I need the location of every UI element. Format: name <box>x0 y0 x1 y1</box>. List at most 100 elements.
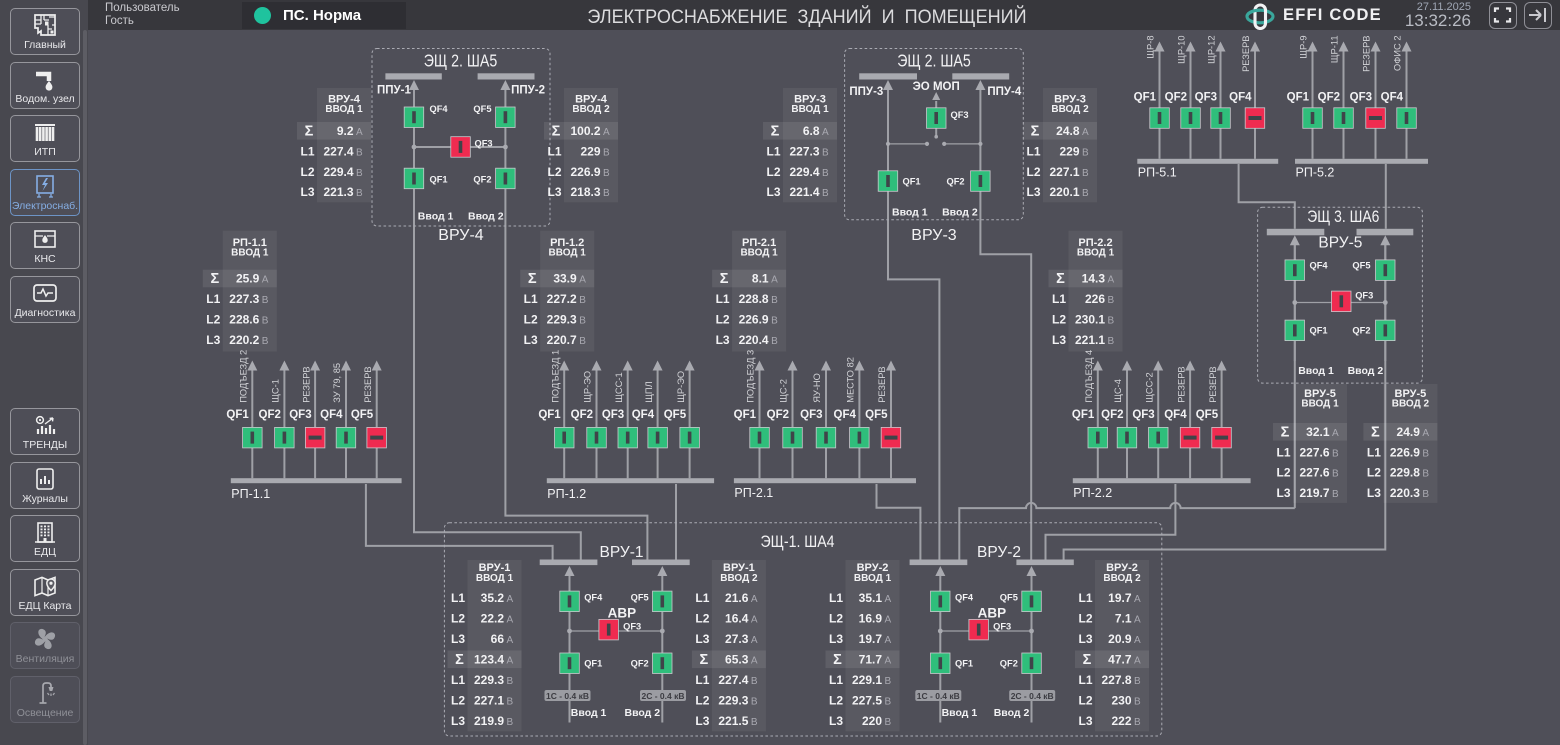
svg-text:L2: L2 <box>829 612 843 626</box>
svg-text:QF3: QF3 <box>951 110 969 120</box>
svg-text:A: A <box>885 594 892 605</box>
svg-text:L1: L1 <box>766 144 780 158</box>
svg-text:QF5: QF5 <box>351 409 374 421</box>
svg-text:QF1: QF1 <box>903 177 921 187</box>
svg-text:2С - 0.4 кВ: 2С - 0.4 кВ <box>1011 691 1054 701</box>
svg-text:QF5: QF5 <box>473 104 491 114</box>
svg-text:Σ: Σ <box>1083 652 1092 668</box>
svg-text:QF2: QF2 <box>947 177 965 187</box>
svg-text:A: A <box>885 615 892 626</box>
svg-text:229.8: 229.8 <box>1390 466 1420 480</box>
svg-text:ЩСС-1: ЩСС-1 <box>614 372 624 402</box>
svg-text:L2: L2 <box>524 313 538 327</box>
svg-text:QF4: QF4 <box>1381 91 1404 103</box>
svg-text:229: 229 <box>580 144 600 158</box>
svg-text:L1: L1 <box>716 292 730 306</box>
svg-text:ВРУ-5: ВРУ-5 <box>1304 388 1336 400</box>
svg-text:QF5: QF5 <box>664 409 687 421</box>
svg-text:A: A <box>1108 275 1115 286</box>
svg-text:QF1: QF1 <box>1134 91 1157 103</box>
svg-text:В: В <box>1108 295 1115 306</box>
svg-text:В: В <box>1422 469 1429 480</box>
svg-text:РЕЗЕРВ: РЕЗЕРВ <box>1176 366 1186 402</box>
svg-text:L2: L2 <box>547 165 561 179</box>
svg-text:ВРУ-3: ВРУ-3 <box>911 227 956 244</box>
svg-text:В: В <box>1082 168 1089 179</box>
svg-text:A: A <box>822 127 829 138</box>
svg-text:Σ: Σ <box>720 271 729 287</box>
svg-text:В: В <box>885 697 892 708</box>
svg-text:L1: L1 <box>1078 591 1092 605</box>
svg-text:16.4: 16.4 <box>725 612 749 626</box>
svg-text:В: В <box>1332 489 1339 500</box>
svg-text:РП-1.1: РП-1.1 <box>233 237 267 249</box>
svg-text:ЩР-10: ЩР-10 <box>1177 36 1187 64</box>
svg-text:ЩС-2: ЩС-2 <box>779 379 789 403</box>
svg-text:QF3: QF3 <box>623 622 641 632</box>
svg-text:QF4: QF4 <box>430 104 449 114</box>
svg-text:Σ: Σ <box>1281 425 1290 441</box>
svg-text:В: В <box>771 316 778 327</box>
svg-text:Σ: Σ <box>455 652 464 668</box>
svg-text:QF5: QF5 <box>1000 592 1018 602</box>
svg-text:ВВОД 2: ВВОД 2 <box>1103 573 1141 584</box>
svg-text:В: В <box>356 168 363 179</box>
svg-text:ЗУ 79, 85: ЗУ 79, 85 <box>332 363 342 403</box>
svg-text:В: В <box>751 676 758 687</box>
svg-text:218.3: 218.3 <box>570 185 600 199</box>
svg-text:L1: L1 <box>1367 445 1381 459</box>
svg-text:24.9: 24.9 <box>1397 425 1421 439</box>
svg-text:РЕЗЕРВ: РЕЗЕРВ <box>877 366 887 402</box>
svg-text:В: В <box>1108 316 1115 327</box>
svg-text:Ввод 1: Ввод 1 <box>418 210 454 222</box>
svg-text:ВРУ-1: ВРУ-1 <box>723 562 755 574</box>
svg-text:227.6: 227.6 <box>1299 466 1329 480</box>
svg-text:В: В <box>262 316 269 327</box>
svg-text:В: В <box>822 168 829 179</box>
svg-text:ЩР-12: ЩР-12 <box>1207 36 1217 64</box>
svg-text:ВРУ-4: ВРУ-4 <box>328 93 361 105</box>
svg-text:L1: L1 <box>695 673 709 687</box>
svg-text:L3: L3 <box>1052 333 1066 347</box>
svg-text:220: 220 <box>862 714 882 728</box>
svg-text:71.7: 71.7 <box>859 653 883 667</box>
svg-text:ЭО МОП: ЭО МОП <box>913 81 960 93</box>
svg-text:QF2: QF2 <box>1318 91 1340 103</box>
svg-text:L1: L1 <box>451 673 465 687</box>
svg-text:L3: L3 <box>524 333 538 347</box>
svg-text:В: В <box>1108 336 1115 347</box>
svg-text:QF5: QF5 <box>865 409 888 421</box>
svg-text:ЭЩ 2. ША5: ЭЩ 2. ША5 <box>424 51 498 71</box>
svg-text:L2: L2 <box>695 694 709 708</box>
svg-text:25.9: 25.9 <box>236 272 260 286</box>
svg-text:ВВОД 2: ВВОД 2 <box>1051 104 1089 115</box>
svg-text:ВВОД 1: ВВОД 1 <box>854 573 892 584</box>
svg-text:L1: L1 <box>206 292 220 306</box>
svg-text:A: A <box>507 594 514 605</box>
svg-text:A: A <box>751 594 758 605</box>
svg-text:В: В <box>507 676 514 687</box>
svg-text:A: A <box>885 635 892 646</box>
svg-text:L1: L1 <box>300 144 314 158</box>
svg-text:QF2: QF2 <box>571 409 593 421</box>
svg-text:QF2: QF2 <box>1000 659 1018 669</box>
svg-text:РП-1.2: РП-1.2 <box>550 237 584 249</box>
svg-text:230: 230 <box>1111 694 1131 708</box>
svg-text:35.1: 35.1 <box>859 591 883 605</box>
svg-text:A: A <box>1134 635 1141 646</box>
svg-text:L2: L2 <box>451 612 465 626</box>
svg-text:123.4: 123.4 <box>474 653 504 667</box>
svg-text:Σ: Σ <box>1371 425 1380 441</box>
svg-text:L3: L3 <box>829 714 843 728</box>
svg-text:ВРУ-4: ВРУ-4 <box>575 93 608 105</box>
svg-text:В: В <box>771 295 778 306</box>
svg-text:65.3: 65.3 <box>725 653 749 667</box>
svg-text:ЭЩ 2. ША5: ЭЩ 2. ША5 <box>897 51 971 71</box>
svg-text:ППУ-3: ППУ-3 <box>849 86 883 98</box>
svg-text:В: В <box>822 147 829 158</box>
svg-text:Σ: Σ <box>1056 271 1065 287</box>
svg-text:QF1: QF1 <box>1072 409 1095 421</box>
svg-text:A: A <box>507 635 514 646</box>
svg-text:В: В <box>1082 147 1089 158</box>
svg-text:L1: L1 <box>1078 673 1092 687</box>
